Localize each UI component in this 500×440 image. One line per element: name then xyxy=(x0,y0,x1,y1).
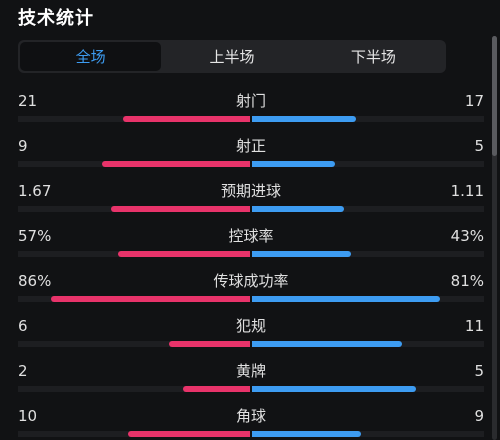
away-bar xyxy=(251,251,351,257)
scrollbar-thumb[interactable] xyxy=(492,36,497,156)
away-bar xyxy=(251,341,402,347)
bar-center-divider xyxy=(250,431,252,437)
stat-bar-track xyxy=(18,296,484,302)
stat-bar-track xyxy=(18,116,484,122)
home-bar xyxy=(128,431,251,437)
away-value: 9 xyxy=(474,407,484,425)
stat-bar-track xyxy=(18,161,484,167)
home-bar xyxy=(123,116,251,122)
away-value: 17 xyxy=(464,92,484,110)
stat-label: 射门 xyxy=(235,92,266,110)
bar-center-divider xyxy=(250,116,252,122)
home-value: 21 xyxy=(18,92,38,110)
stat-bar-track xyxy=(18,341,484,347)
away-bar xyxy=(251,161,335,167)
stat-label: 黄牌 xyxy=(235,362,266,380)
stat-label: 控球率 xyxy=(228,227,274,245)
stat-row-expected-goals: 1.67 预期进球 1.11 xyxy=(18,179,484,224)
stat-row-pass-accuracy: 86% 传球成功率 81% xyxy=(18,269,484,314)
away-value: 81% xyxy=(450,272,484,290)
stat-bar-track xyxy=(18,386,484,392)
stats-list: 21 射门 17 9 射正 5 1.67 预期进球 1.11 57% 控球率 43% 86% 传球成功率 8… xyxy=(18,89,484,440)
tab-full-match[interactable]: 全场 xyxy=(20,42,162,71)
stat-row-possession: 57% 控球率 43% xyxy=(18,224,484,269)
home-value: 1.67 xyxy=(18,182,52,200)
bar-center-divider xyxy=(250,161,252,167)
away-bar xyxy=(251,386,416,392)
home-value: 10 xyxy=(18,407,38,425)
tab-first-half[interactable]: 上半场 xyxy=(209,48,255,66)
away-value: 5 xyxy=(474,362,484,380)
stat-row-shots: 21 射门 17 xyxy=(18,89,484,134)
home-value: 6 xyxy=(18,317,28,335)
bar-center-divider xyxy=(250,206,252,212)
bar-center-divider xyxy=(250,296,252,302)
scrollbar[interactable] xyxy=(492,36,497,440)
stat-label: 犯规 xyxy=(235,317,266,335)
away-value: 1.11 xyxy=(450,182,484,200)
away-value: 11 xyxy=(464,317,484,335)
stat-label: 射正 xyxy=(235,137,266,155)
stat-row-shots-on-target: 9 射正 5 xyxy=(18,134,484,179)
stat-label: 角球 xyxy=(235,407,266,425)
home-bar xyxy=(51,296,251,302)
home-value: 57% xyxy=(18,227,52,245)
stat-bar-track xyxy=(18,251,484,257)
bar-center-divider xyxy=(250,341,252,347)
home-value: 2 xyxy=(18,362,28,380)
stat-row-corners: 10 角球 9 xyxy=(18,404,484,440)
stat-bar-track xyxy=(18,431,484,437)
away-bar xyxy=(251,116,356,122)
stat-row-fouls: 6 犯规 11 xyxy=(18,314,484,359)
stat-label: 传球成功率 xyxy=(213,272,289,290)
home-value: 9 xyxy=(18,137,28,155)
home-bar xyxy=(102,161,251,167)
away-bar xyxy=(251,296,440,302)
stat-row-yellow-cards: 2 黄牌 5 xyxy=(18,359,484,404)
stat-bar-track xyxy=(18,206,484,212)
home-bar xyxy=(169,341,251,347)
bar-center-divider xyxy=(250,386,252,392)
away-bar xyxy=(251,206,344,212)
stat-label: 预期进球 xyxy=(220,182,281,200)
home-bar xyxy=(111,206,251,212)
tab-second-half[interactable]: 下半场 xyxy=(350,48,396,66)
away-value: 5 xyxy=(474,137,484,155)
home-bar xyxy=(118,251,251,257)
bar-center-divider xyxy=(250,251,252,257)
away-bar xyxy=(251,431,361,437)
home-bar xyxy=(183,386,251,392)
home-value: 86% xyxy=(18,272,52,290)
away-value: 43% xyxy=(450,227,484,245)
period-tabs: 全场 上半场 下半场 xyxy=(18,40,446,73)
page-title: 技术统计 xyxy=(18,8,94,29)
